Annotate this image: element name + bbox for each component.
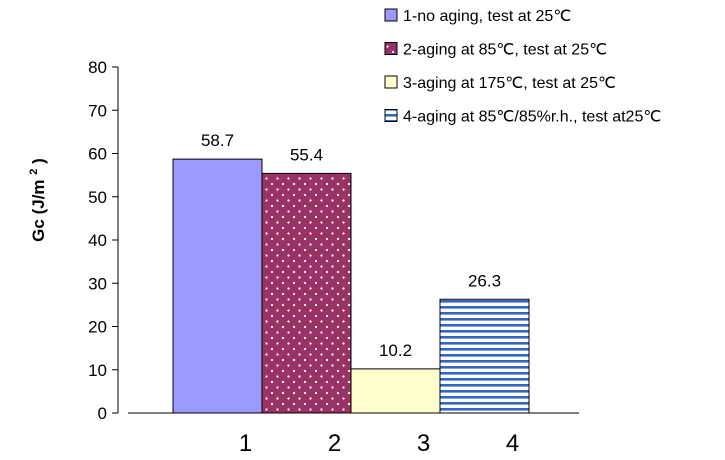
y-axis-title: Gc (J/m 2 ) xyxy=(22,158,48,242)
y-tick-label: 0 xyxy=(98,404,107,423)
value-label-1: 58.7 xyxy=(201,131,234,150)
legend: 1-no aging, test at 25℃ 2-aging at 85℃, t… xyxy=(384,8,661,126)
y-tick-label: 70 xyxy=(88,101,107,120)
legend-entry-2: 2-aging at 85℃, test at 25℃ xyxy=(403,42,607,59)
legend-swatch-3 xyxy=(384,75,398,89)
legend-swatch-2 xyxy=(384,42,398,55)
bar-4 xyxy=(439,298,530,414)
value-labels: 58.7 55.4 10.2 26.3 xyxy=(201,131,501,360)
bars xyxy=(172,158,530,414)
y-tick-label: 40 xyxy=(88,231,107,250)
y-axis: 0 10 20 30 40 50 60 70 80 xyxy=(88,58,119,423)
x-axis: 1 2 3 4 xyxy=(128,412,579,457)
y-tick-label: 60 xyxy=(88,145,107,164)
y-axis-title-close: ) xyxy=(29,158,48,164)
value-label-2: 55.4 xyxy=(290,145,323,164)
y-tick-label: 30 xyxy=(88,274,107,293)
y-axis-title-superscript: 2 xyxy=(28,169,40,175)
legend-swatch-4 xyxy=(384,109,398,122)
y-axis-title-main: Gc (J/m xyxy=(29,179,48,241)
legend-entry-3: 3-aging at 175℃, test at 25℃ xyxy=(403,75,616,92)
bar-1 xyxy=(172,158,263,414)
y-tick-label: 20 xyxy=(88,318,107,337)
y-tick-label: 80 xyxy=(88,58,107,77)
value-label-3: 10.2 xyxy=(379,341,412,360)
x-tick-label-2: 2 xyxy=(328,430,341,457)
value-label-4: 26.3 xyxy=(468,271,501,290)
x-tick-label-3: 3 xyxy=(417,430,430,457)
y-tick-label: 50 xyxy=(88,188,107,207)
legend-swatch-1 xyxy=(384,8,398,22)
legend-entry-1: 1-no aging, test at 25℃ xyxy=(403,8,571,25)
x-tick-label-1: 1 xyxy=(239,430,252,457)
legend-entry-4: 4-aging at 85℃/85%r.h., test at25℃ xyxy=(403,109,661,126)
y-tick-label: 10 xyxy=(88,361,107,380)
bar-2 xyxy=(261,172,352,414)
x-tick-label-4: 4 xyxy=(506,430,519,457)
bar-3 xyxy=(350,368,441,414)
